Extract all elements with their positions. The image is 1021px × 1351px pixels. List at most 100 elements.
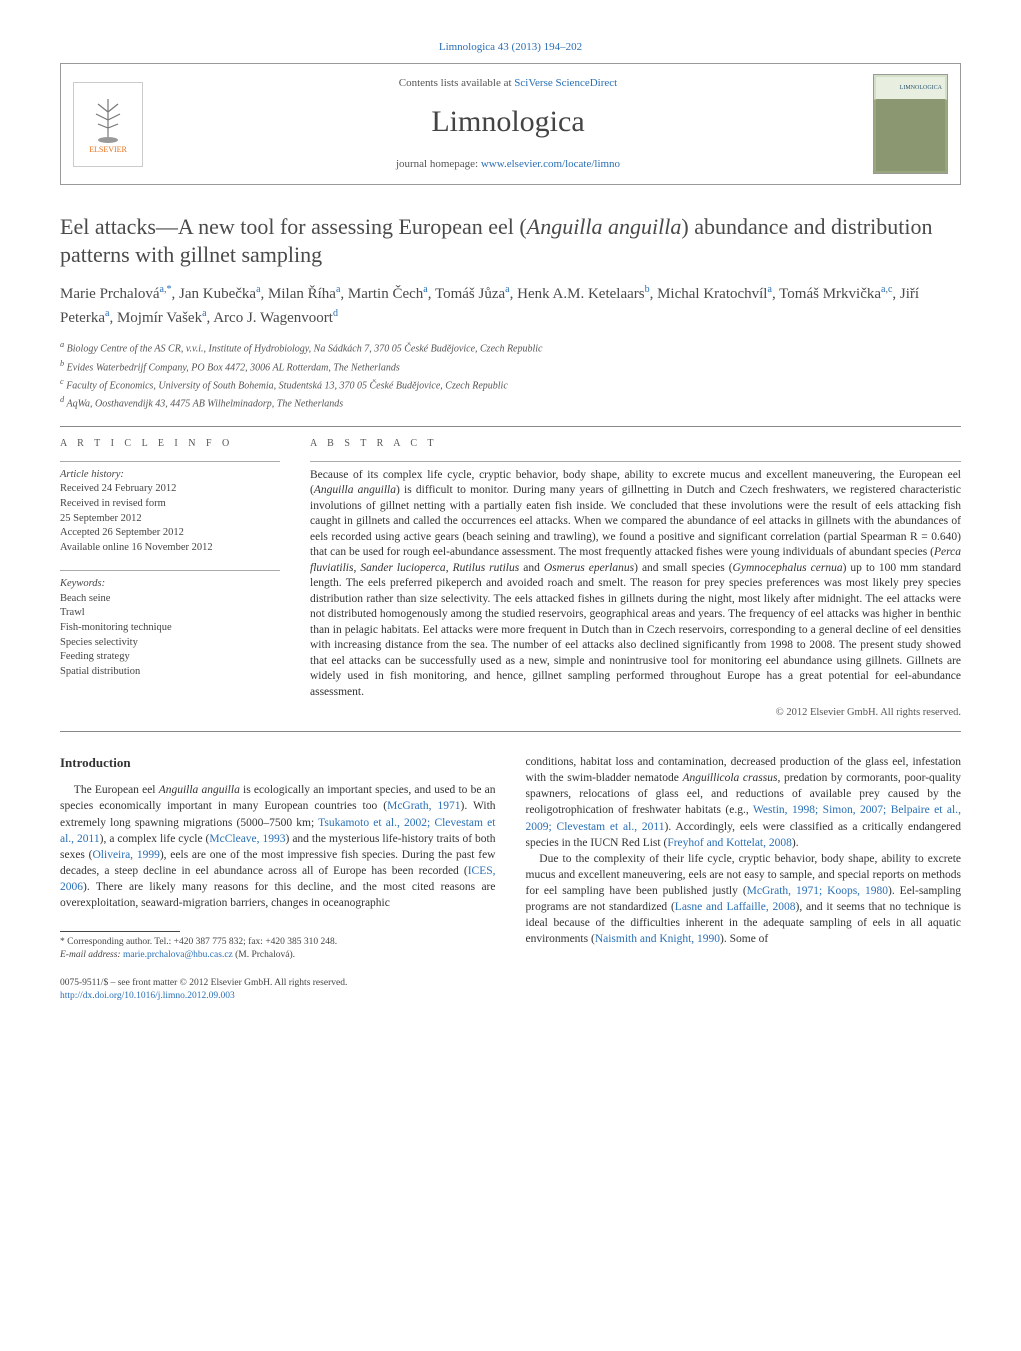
intro-paragraph-1-continued: conditions, habitat loss and contaminati… <box>526 754 962 851</box>
body-column-left: Introduction The European eel Anguilla a… <box>60 754 496 963</box>
sciencedirect-link[interactable]: SciVerse ScienceDirect <box>514 77 617 89</box>
info-rule <box>60 461 280 462</box>
t: ), a complex life cycle ( <box>100 833 210 845</box>
body-column-right: conditions, habitat loss and contaminati… <box>526 754 962 963</box>
elsevier-tree-icon <box>88 94 128 144</box>
keyword: Fish-monitoring technique <box>60 621 280 636</box>
homepage-line: journal homepage: www.elsevier.com/locat… <box>155 157 861 172</box>
affiliation: c Faculty of Economics, University of So… <box>60 376 961 393</box>
affiliation-link[interactable]: a <box>336 284 340 295</box>
journal-cover-thumbnail: LIMNOLOGICA <box>873 74 948 174</box>
article-title: Eel attacks—A new tool for assessing Eur… <box>60 213 961 268</box>
affiliation-link[interactable]: a <box>256 284 260 295</box>
author: Arco J. Wagenvoort <box>213 310 333 326</box>
running-header: Limnologica 43 (2013) 194–202 <box>60 40 961 55</box>
history-item: Received 24 February 2012 <box>60 482 280 497</box>
author: Michal Kratochvíl <box>657 286 767 302</box>
author-affiliation-marker: a <box>256 284 260 295</box>
author-affiliation-marker: a <box>202 308 206 319</box>
contents-line: Contents lists available at SciVerse Sci… <box>155 76 861 91</box>
keywords-rule <box>60 570 280 571</box>
author-affiliation-marker: a <box>336 284 340 295</box>
intro-paragraph-2: Due to the complexity of their life cycl… <box>526 851 962 948</box>
affiliation-link[interactable]: d <box>333 308 338 319</box>
journal-masthead: ELSEVIER Contents lists available at Sci… <box>60 63 961 185</box>
doi-link[interactable]: http://dx.doi.org/10.1016/j.limno.2012.0… <box>60 991 235 1001</box>
email-link[interactable]: marie.prchalova@hbu.cas.cz <box>123 950 233 960</box>
email-who: (M. Prchalová). <box>233 950 295 960</box>
rule-top <box>60 426 961 427</box>
intro-paragraph-1: The European eel Anguilla anguilla is ec… <box>60 782 496 911</box>
article-info-label: a r t i c l e i n f o <box>60 437 280 451</box>
abstract-column: a b s t r a c t Because of its complex l… <box>310 437 961 721</box>
t: ). There are likely many reasons for thi… <box>60 881 496 909</box>
journal-title: Limnologica <box>155 101 861 143</box>
affiliation-link[interactable]: a <box>505 284 509 295</box>
affiliation-link[interactable]: a <box>767 284 771 295</box>
affiliation: a Biology Centre of the AS CR, v.v.i., I… <box>60 339 961 356</box>
body-columns: Introduction The European eel Anguilla a… <box>60 754 961 963</box>
history-item: Accepted 26 September 2012 <box>60 526 280 541</box>
author-affiliation-marker: a <box>423 284 427 295</box>
citation-link[interactable]: Limnologica 43 (2013) 194–202 <box>439 41 582 53</box>
history-item: Available online 16 November 2012 <box>60 541 280 556</box>
author-affiliation-marker: a,c <box>881 284 892 295</box>
keyword: Trawl <box>60 606 280 621</box>
introduction-heading: Introduction <box>60 754 496 772</box>
corresponding-marker[interactable]: * <box>167 284 172 295</box>
author: Marie Prchalová <box>60 286 160 302</box>
author: Martin Čech <box>348 286 423 302</box>
history-label: Article history: <box>60 468 280 483</box>
author: Tomáš Jůza <box>435 286 505 302</box>
author: Henk A.M. Ketelaars <box>517 286 644 302</box>
footnote-rule <box>60 931 180 932</box>
corresponding-author-footnote: * Corresponding author. Tel.: +420 387 7… <box>60 936 496 963</box>
ref-link[interactable]: Lasne and Laffaille, 2008 <box>675 901 796 913</box>
keyword: Species selectivity <box>60 636 280 651</box>
cover-title: LIMNOLOGICA <box>876 77 945 99</box>
t: ). <box>792 837 799 849</box>
author: Mojmír Vašek <box>117 310 202 326</box>
elsevier-logo: ELSEVIER <box>73 82 143 167</box>
affiliation-link[interactable]: a <box>202 308 206 319</box>
ref-link[interactable]: Freyhof and Kottelat, 2008 <box>667 837 792 849</box>
ref-link[interactable]: Oliveira, 1999 <box>93 849 160 861</box>
contents-prefix: Contents lists available at <box>399 77 514 89</box>
journal-homepage-link[interactable]: www.elsevier.com/locate/limno <box>481 158 620 170</box>
keywords-label: Keywords: <box>60 577 280 592</box>
ref-link[interactable]: McGrath, 1971 <box>387 800 460 812</box>
elsevier-wordmark: ELSEVIER <box>89 144 127 155</box>
author: Tomáš Mrkvička <box>779 286 881 302</box>
title-text-pre: Eel attacks—A new tool for assessing Eur… <box>60 214 527 239</box>
affiliation-link[interactable]: a <box>881 284 885 295</box>
history-item: Received in revised form <box>60 497 280 512</box>
species-name: Anguillicola crassus <box>682 772 777 784</box>
affiliation-link[interactable]: b <box>645 284 650 295</box>
keyword: Feeding strategy <box>60 650 280 665</box>
author: Jan Kubečka <box>179 286 256 302</box>
ref-link[interactable]: Naismith and Knight, 1990 <box>595 933 720 945</box>
keyword: Spatial distribution <box>60 665 280 680</box>
article-info-column: a r t i c l e i n f o Article history: R… <box>60 437 280 721</box>
email-label: E-mail address: <box>60 950 123 960</box>
ref-link[interactable]: McGrath, 1971; Koops, 1980 <box>747 885 888 897</box>
affiliation-link[interactable]: a <box>105 308 109 319</box>
affiliation-link[interactable]: a <box>160 284 164 295</box>
issn-text: 0075-9511/$ – see front matter © 2012 El… <box>60 977 961 990</box>
corr-label: * Corresponding author. Tel.: +420 387 7… <box>60 936 496 949</box>
abstract-text: Because of its complex life cycle, crypt… <box>310 468 961 701</box>
ref-link[interactable]: McCleave, 1993 <box>209 833 285 845</box>
meta-row: a r t i c l e i n f o Article history: R… <box>60 437 961 721</box>
abstract-label: a b s t r a c t <box>310 437 961 451</box>
rule-bottom <box>60 731 961 732</box>
author-affiliation-marker: d <box>333 308 338 319</box>
affiliation-link[interactable]: a <box>423 284 427 295</box>
cover-image-placeholder <box>876 99 945 171</box>
affiliation-link[interactable]: c <box>888 284 892 295</box>
t: The European eel <box>74 784 159 796</box>
author-affiliation-marker: a,* <box>160 284 172 295</box>
keywords-list: Beach seineTrawlFish-monitoring techniqu… <box>60 592 280 680</box>
t: ). Some of <box>720 933 768 945</box>
affiliation-list: a Biology Centre of the AS CR, v.v.i., I… <box>60 339 961 411</box>
footer-issn: 0075-9511/$ – see front matter © 2012 El… <box>60 977 961 1004</box>
